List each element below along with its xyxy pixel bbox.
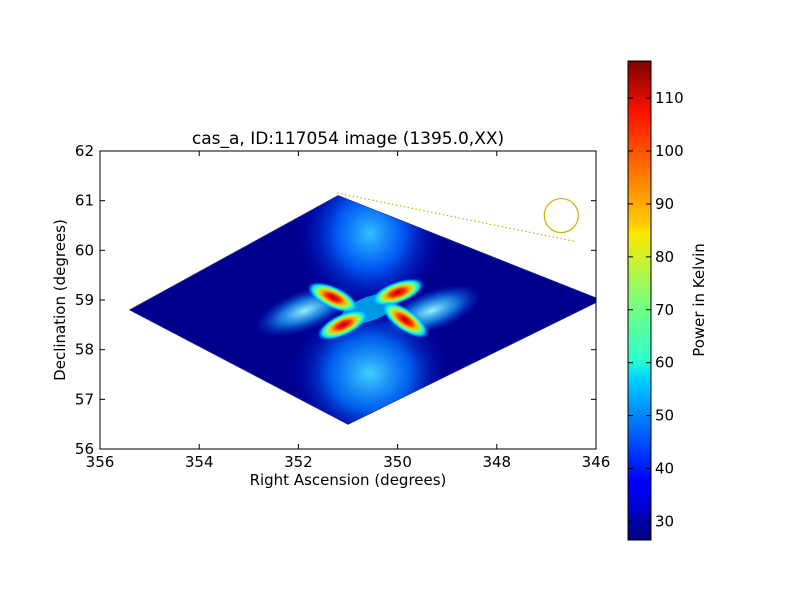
emission-peak bbox=[307, 282, 359, 313]
x-tick-label: 350 bbox=[383, 453, 412, 471]
halo-north bbox=[294, 195, 445, 314]
y-tick-label: 56 bbox=[75, 440, 94, 458]
colorbar-ticks: 30 40 50 60 70 80 90 100 110 bbox=[628, 89, 684, 530]
y-tick-label: 62 bbox=[75, 142, 94, 160]
beam-leader-line bbox=[336, 192, 576, 243]
colorbar: 30 40 50 60 70 80 90 100 110 Power in Kelvin bbox=[627, 60, 708, 541]
colorbar-tick-label: 100 bbox=[655, 142, 684, 160]
x-tick-label: 348 bbox=[482, 453, 511, 471]
y-axis: 56 57 58 59 60 61 62 bbox=[75, 142, 596, 458]
colorbar-label: Power in Kelvin bbox=[690, 243, 708, 357]
colorbar-tick-label: 90 bbox=[655, 195, 674, 213]
y-tick-label: 60 bbox=[75, 241, 94, 259]
y-tick-label: 61 bbox=[75, 192, 94, 210]
colorbar-tick-label: 40 bbox=[655, 460, 674, 478]
plot-area: 356 354 352 350 348 346 56 57 58 59 60 61 62 bbox=[75, 142, 610, 471]
colorbar-tick-label: 70 bbox=[655, 301, 674, 319]
emission-peak bbox=[371, 278, 425, 307]
x-axis-label: Right Ascension (degrees) bbox=[250, 471, 447, 489]
y-tick-label: 58 bbox=[75, 341, 94, 359]
colorbar-tick-label: 50 bbox=[655, 407, 674, 425]
chart-title: cas_a, ID:117054 image (1395.0,XX) bbox=[192, 129, 504, 149]
colorbar-tick-label: 30 bbox=[655, 512, 674, 530]
colorbar-gradient bbox=[627, 60, 652, 541]
y-tick-label: 57 bbox=[75, 390, 94, 408]
beam-circle bbox=[543, 197, 579, 234]
x-axis: 356 354 352 350 348 346 bbox=[86, 151, 611, 471]
colorbar-tick-label: 60 bbox=[655, 354, 674, 372]
y-axis-label: Declination (degrees) bbox=[51, 219, 69, 381]
beam-marker bbox=[336, 192, 579, 243]
colorbar-tick-label: 110 bbox=[655, 89, 684, 107]
emission-peak bbox=[381, 301, 429, 339]
x-tick-label: 346 bbox=[582, 453, 611, 471]
emission-structure bbox=[255, 195, 482, 425]
x-tick-label: 354 bbox=[185, 453, 214, 471]
y-tick-label: 59 bbox=[75, 291, 94, 309]
colorbar-tick-label: 80 bbox=[655, 248, 674, 266]
x-tick-label: 352 bbox=[284, 453, 313, 471]
x-tick-label: 356 bbox=[86, 453, 115, 471]
emission-peak bbox=[317, 309, 369, 341]
heatmap-image bbox=[128, 195, 596, 425]
